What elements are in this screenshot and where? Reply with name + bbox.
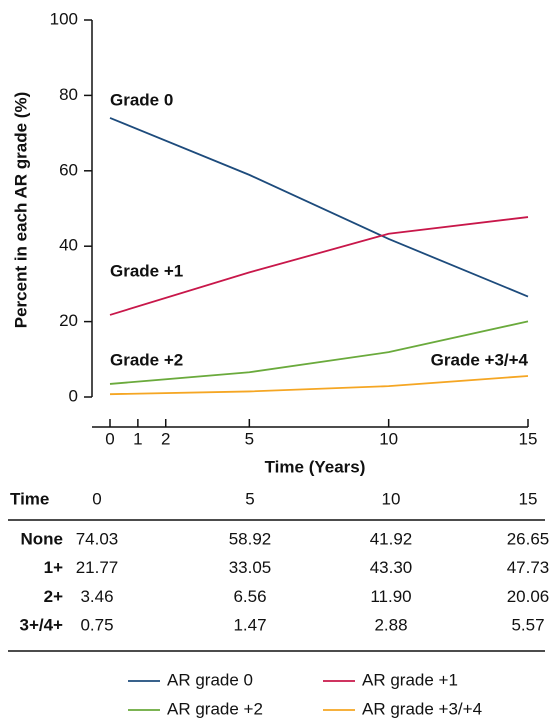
row-label: 3+/4+	[20, 616, 64, 635]
table-header: Time	[10, 489, 49, 508]
row-label: None	[21, 529, 64, 548]
table-cell: 58.92	[229, 529, 272, 548]
table-header: 5	[245, 489, 254, 508]
legend-label: AR grade 0	[167, 670, 253, 689]
y-tick-label: 100	[50, 9, 78, 28]
x-tick-label: 2	[161, 429, 170, 448]
table-cell: 47.73	[507, 558, 550, 577]
table-cell: 41.92	[370, 529, 413, 548]
series-line	[109, 216, 529, 316]
x-axis-label: Time (Years)	[265, 457, 366, 476]
table-cell: 2.88	[374, 616, 407, 635]
table-header: 0	[92, 489, 101, 508]
table-header: 15	[519, 489, 538, 508]
table-cell: 33.05	[229, 558, 272, 577]
y-tick-label: 40	[59, 236, 78, 255]
annotation: Grade +2	[110, 350, 183, 369]
table-cell: 5.57	[511, 616, 544, 635]
series-line	[109, 375, 529, 396]
annotation: Grade +1	[110, 261, 183, 280]
y-tick-label: 0	[69, 386, 78, 405]
table-header: 10	[382, 489, 401, 508]
y-tick-label: 60	[59, 160, 78, 179]
annotation: Grade 0	[110, 90, 173, 109]
table-cell: 74.03	[76, 529, 119, 548]
series-line	[109, 320, 529, 385]
table-cell: 6.56	[233, 587, 266, 606]
y-axis-label: Percent in each AR grade (%)	[11, 92, 30, 329]
legend-label: AR grade +2	[167, 699, 263, 718]
x-tick-label: 1	[133, 429, 142, 448]
y-tick-label: 20	[59, 311, 78, 330]
row-label: 1+	[44, 558, 63, 577]
legend-label: AR grade +1	[362, 670, 458, 689]
table-cell: 11.90	[370, 587, 411, 606]
row-label: 2+	[44, 587, 63, 606]
series-line	[109, 117, 529, 298]
y-tick-label: 80	[59, 85, 78, 104]
table-cell: 21.77	[76, 558, 119, 577]
table-cell: 26.65	[507, 529, 550, 548]
annotation: Grade +3/+4	[431, 350, 529, 369]
x-tick-label: 5	[245, 429, 254, 448]
legend-label: AR grade +3/+4	[362, 699, 482, 718]
x-tick-label: 15	[519, 429, 538, 448]
table-cell: 1.47	[233, 616, 266, 635]
table-cell: 20.06	[507, 587, 550, 606]
table-cell: 0.75	[80, 616, 113, 635]
x-tick-label: 0	[105, 429, 114, 448]
table-cell: 43.30	[370, 558, 413, 577]
table-cell: 3.46	[80, 587, 113, 606]
x-tick-label: 10	[379, 429, 398, 448]
